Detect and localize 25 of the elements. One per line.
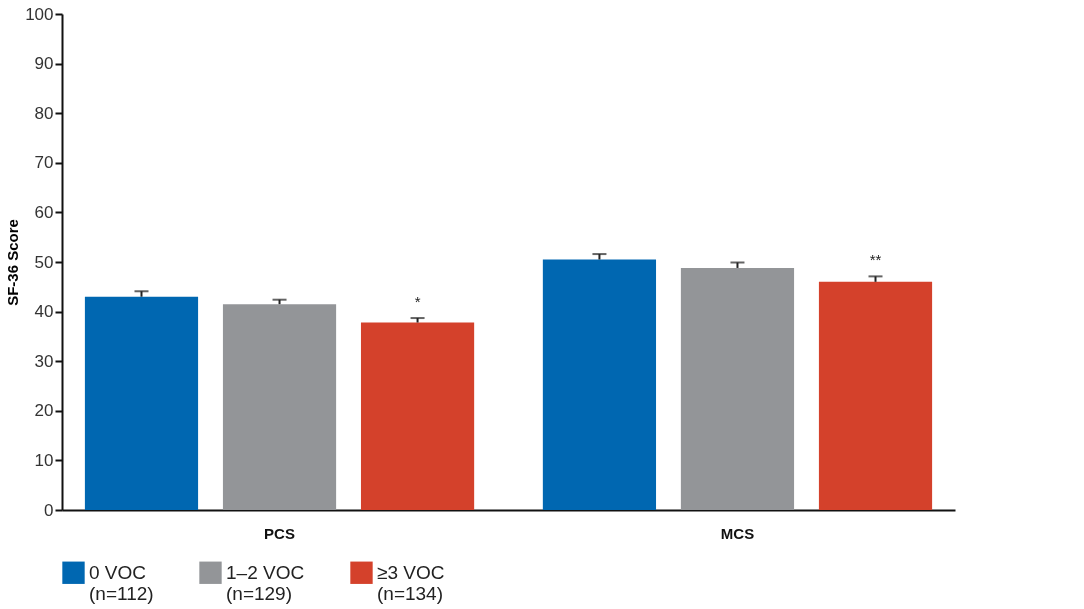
y-tick-label: 20 — [34, 401, 54, 421]
y-tick-label: 100 — [25, 4, 54, 24]
legend-label: 0 VOC (n=112) — [89, 561, 154, 604]
y-tick-label: 40 — [34, 302, 54, 322]
x-tick-label: MCS — [720, 524, 755, 542]
data-label: ** — [869, 251, 882, 269]
y-tick-label: 0 — [44, 500, 54, 520]
y-tick-label: 60 — [34, 202, 54, 222]
y-tick-label: 30 — [34, 351, 54, 371]
y-tick-label: 10 — [34, 450, 54, 470]
y-tick-label: 90 — [34, 54, 54, 74]
legend-label: ≥3 VOC (n=134) — [377, 561, 445, 604]
bar — [818, 281, 933, 510]
y-tick-label: 70 — [34, 153, 54, 173]
bar — [84, 296, 199, 510]
bar — [360, 322, 475, 510]
y-tick-label: 50 — [34, 252, 54, 272]
bar — [222, 304, 337, 510]
bar — [542, 259, 657, 510]
x-tick-label: PCS — [264, 524, 295, 542]
y-tick-label: 80 — [34, 103, 54, 123]
y-axis-title: SF-36 Score — [4, 219, 22, 306]
data-label: * — [414, 293, 421, 311]
bar — [680, 267, 795, 510]
legend-label: 1–2 VOC (n=129) — [226, 561, 305, 604]
